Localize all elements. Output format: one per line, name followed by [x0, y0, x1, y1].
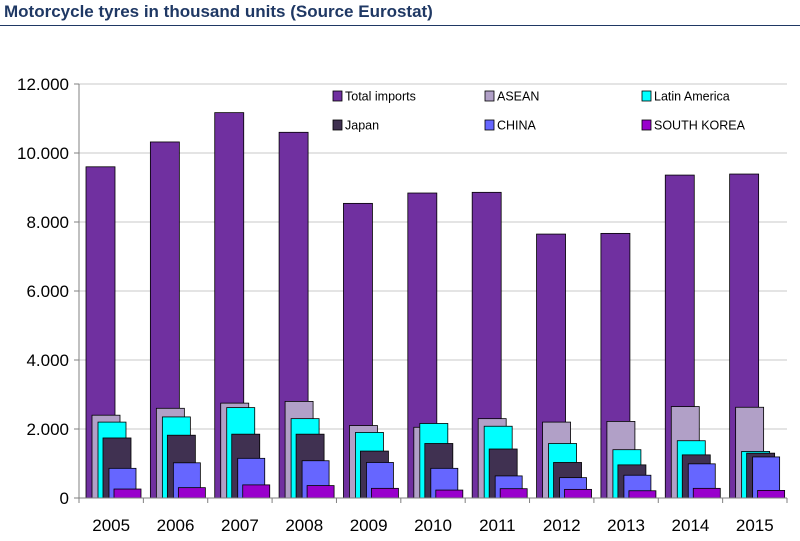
y-tick-label: 12.000	[17, 75, 69, 94]
bars	[85, 112, 786, 499]
legend-label: Latin America	[654, 90, 730, 104]
x-tick-label: 2011	[479, 516, 516, 535]
legend-swatch	[641, 119, 652, 131]
bar-south-korea-2015	[757, 490, 786, 499]
title-underline	[0, 25, 800, 26]
legend-label: Japan	[345, 119, 379, 133]
bar-south-korea-2008	[306, 485, 335, 499]
bar-south-korea-2012	[564, 488, 592, 499]
legend-label: SOUTH KOREA	[654, 119, 746, 133]
x-tick-label: 2007	[221, 516, 259, 535]
x-tick-label: 2006	[157, 516, 195, 535]
bar-south-korea-2014	[692, 487, 721, 499]
bar-south-korea-2005	[113, 488, 142, 499]
x-tick-label: 2008	[285, 516, 323, 535]
legend-item-asean: ASEAN	[484, 90, 539, 104]
y-tick-label: 10.000	[17, 144, 69, 163]
bar-south-korea-2007	[242, 484, 271, 499]
y-tick-label: 0	[60, 489, 69, 508]
x-tick-label: 2015	[736, 516, 774, 535]
legend-swatch	[332, 119, 343, 131]
bar-south-korea-2010	[435, 489, 464, 499]
bar-south-korea-2013	[628, 490, 657, 499]
bar-south-korea-2011	[499, 488, 528, 499]
legend: Total imports ASEAN Latin America Japan CHIN…	[332, 90, 746, 133]
x-tick-label: 2005	[92, 516, 130, 535]
y-axis-ticks: 0 2.000 4.000 6.000 8.000 10.000 12.000	[17, 75, 79, 508]
legend-swatch	[484, 119, 495, 131]
bar-south-korea-2006	[177, 487, 206, 499]
legend-swatch	[484, 90, 495, 102]
x-tick-label: 2014	[672, 516, 710, 535]
bar-south-korea-2009	[371, 487, 399, 499]
x-tick-label: 2009	[350, 516, 388, 535]
y-tick-label: 4.000	[26, 351, 69, 370]
x-tick-label: 2013	[607, 516, 645, 535]
legend-label: Total imports	[345, 90, 416, 104]
y-tick-label: 6.000	[26, 282, 69, 301]
legend-swatch	[332, 90, 343, 102]
legend-item-japan: Japan	[332, 119, 379, 133]
legend-item-south-korea: SOUTH KOREA	[641, 119, 746, 133]
chart-title: Motorcycle tyres in thousand units (Sour…	[4, 2, 433, 21]
legend-item-total-imports: Total imports	[332, 90, 416, 104]
legend-swatch	[641, 90, 652, 102]
x-axis-ticks: 2005 2006 2007 2008 2009 2010 2011 2012 2013 2014…	[78, 498, 788, 535]
legend-label: CHINA	[497, 119, 537, 133]
legend-label: ASEAN	[497, 90, 539, 104]
legend-item-latin-america: Latin America	[641, 90, 730, 104]
x-tick-label: 2010	[414, 516, 452, 535]
x-tick-label: 2012	[543, 516, 581, 535]
series-south-korea	[113, 484, 786, 499]
y-tick-label: 2.000	[26, 420, 69, 439]
legend-item-china: CHINA	[484, 119, 537, 133]
y-tick-label: 8.000	[26, 213, 69, 232]
